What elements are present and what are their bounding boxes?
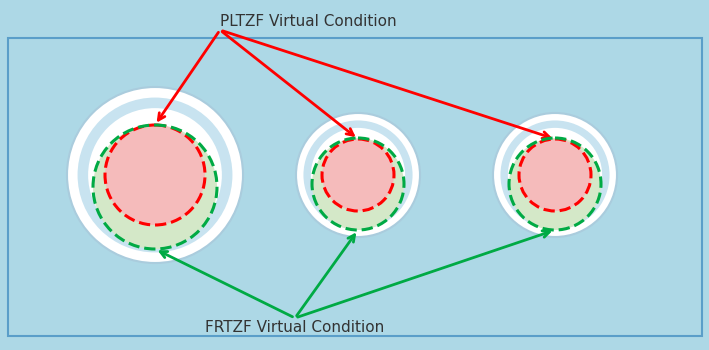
- Circle shape: [519, 139, 591, 211]
- Circle shape: [296, 113, 420, 237]
- Circle shape: [303, 120, 413, 230]
- Circle shape: [508, 128, 602, 222]
- Circle shape: [493, 113, 617, 237]
- Bar: [8, 38, 702, 336]
- Circle shape: [311, 128, 405, 222]
- Text: FRTZF Virtual Condition: FRTZF Virtual Condition: [206, 321, 384, 336]
- Circle shape: [501, 120, 610, 230]
- Circle shape: [88, 108, 222, 242]
- Circle shape: [67, 87, 243, 263]
- Circle shape: [93, 125, 217, 249]
- Circle shape: [509, 138, 601, 230]
- Circle shape: [322, 139, 394, 211]
- Circle shape: [312, 138, 404, 230]
- Text: PLTZF Virtual Condition: PLTZF Virtual Condition: [220, 14, 396, 29]
- Circle shape: [77, 98, 233, 252]
- Circle shape: [105, 125, 205, 225]
